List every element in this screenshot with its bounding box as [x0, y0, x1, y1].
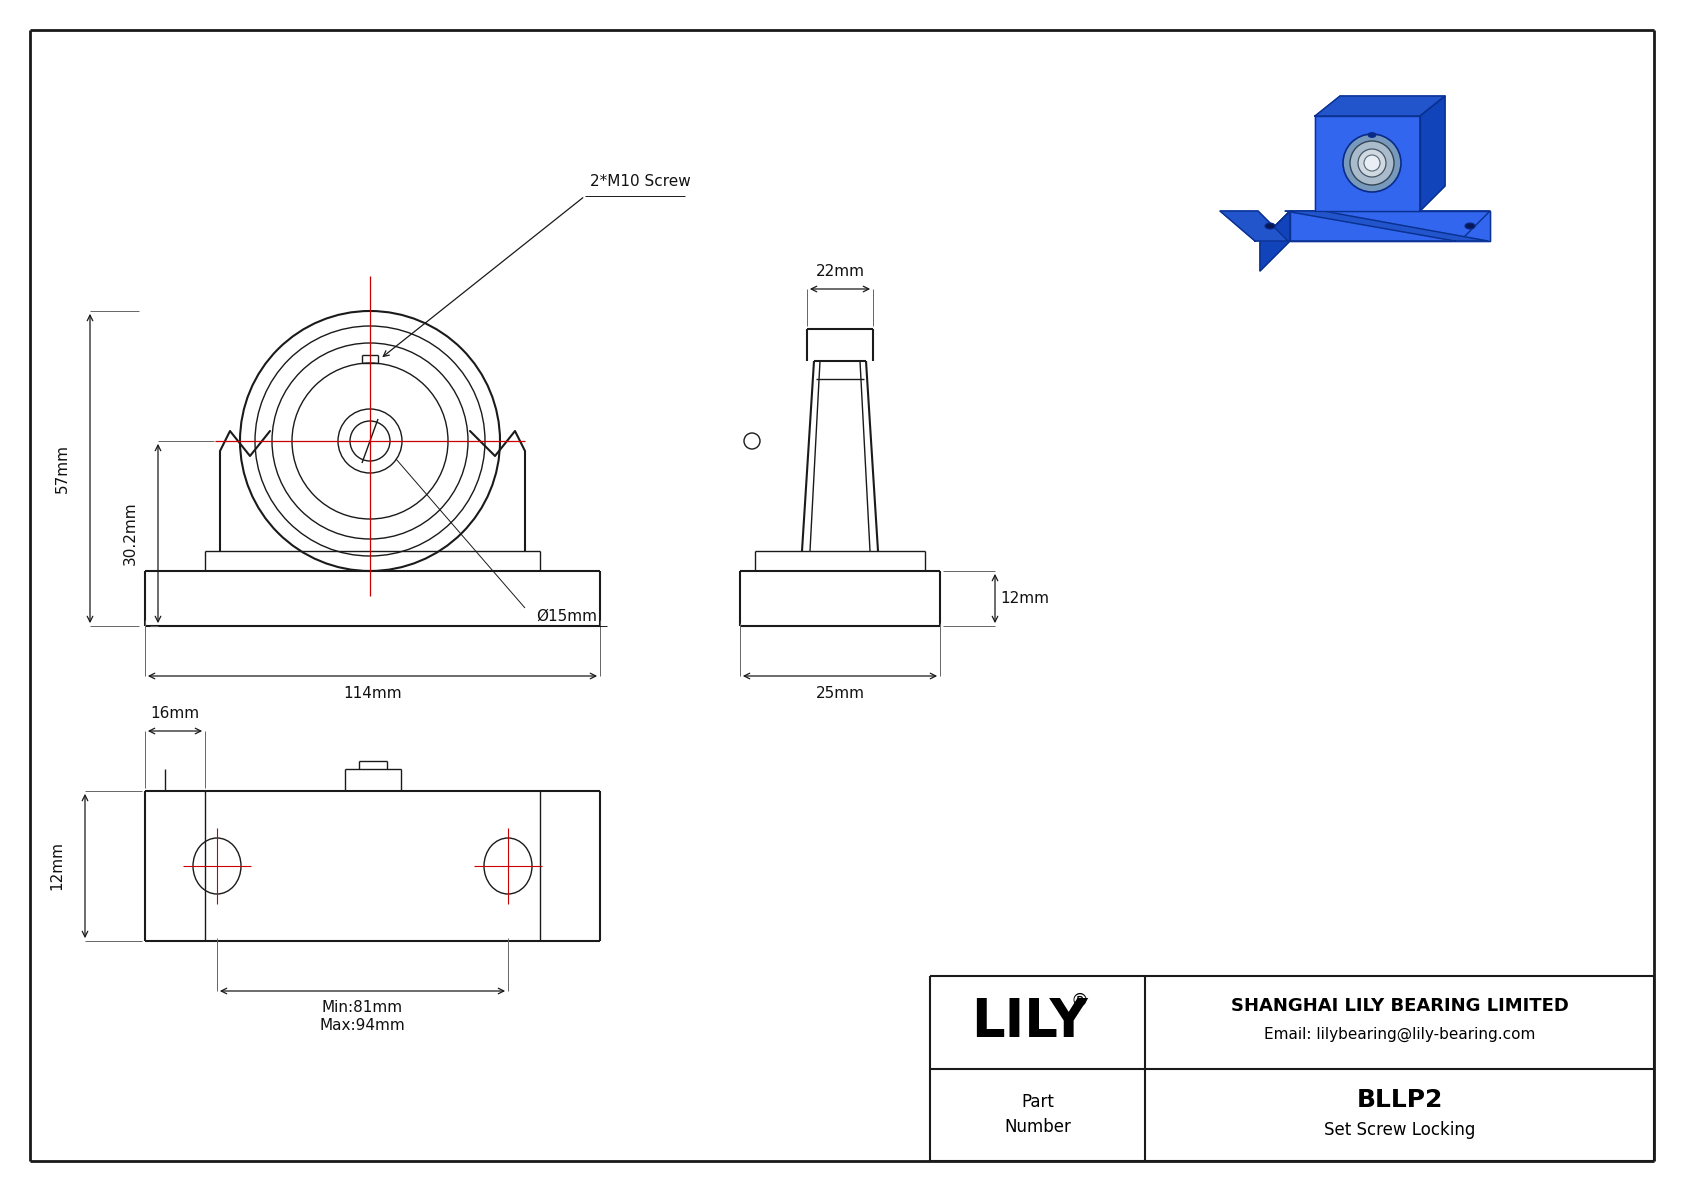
Polygon shape: [1260, 211, 1290, 272]
Text: Min:81mm: Min:81mm: [322, 999, 402, 1015]
Text: 16mm: 16mm: [150, 705, 200, 721]
Ellipse shape: [1364, 155, 1379, 172]
Text: 22mm: 22mm: [815, 263, 864, 279]
Text: LILY: LILY: [972, 996, 1088, 1048]
Text: 2*M10 Screw: 2*M10 Screw: [589, 174, 690, 188]
Ellipse shape: [1367, 132, 1376, 137]
Text: BLLP2: BLLP2: [1356, 1087, 1443, 1111]
Ellipse shape: [1465, 223, 1475, 229]
Ellipse shape: [1351, 141, 1394, 185]
Text: Ø15mm: Ø15mm: [537, 609, 598, 624]
Text: 25mm: 25mm: [815, 686, 864, 701]
Text: ®: ®: [1071, 991, 1088, 1009]
Polygon shape: [1315, 116, 1420, 211]
Polygon shape: [1290, 211, 1490, 241]
Ellipse shape: [1344, 135, 1401, 192]
Polygon shape: [1315, 96, 1445, 116]
Text: SHANGHAI LILY BEARING LIMITED: SHANGHAI LILY BEARING LIMITED: [1231, 997, 1568, 1015]
Text: 30.2mm: 30.2mm: [123, 501, 138, 566]
Polygon shape: [1260, 211, 1490, 241]
Text: Email: lilybearing@lily-bearing.com: Email: lilybearing@lily-bearing.com: [1263, 1027, 1536, 1042]
Text: 12mm: 12mm: [49, 842, 64, 891]
Ellipse shape: [1265, 223, 1275, 229]
Polygon shape: [1285, 211, 1489, 241]
Text: Set Screw Locking: Set Screw Locking: [1324, 1121, 1475, 1139]
Text: Part
Number: Part Number: [1004, 1093, 1071, 1136]
Text: 12mm: 12mm: [1000, 591, 1049, 606]
Text: 57mm: 57mm: [54, 444, 69, 493]
Ellipse shape: [1357, 149, 1386, 177]
Text: Max:94mm: Max:94mm: [320, 1017, 406, 1033]
Polygon shape: [1219, 211, 1288, 241]
Polygon shape: [1420, 96, 1445, 211]
Text: 114mm: 114mm: [344, 686, 402, 701]
